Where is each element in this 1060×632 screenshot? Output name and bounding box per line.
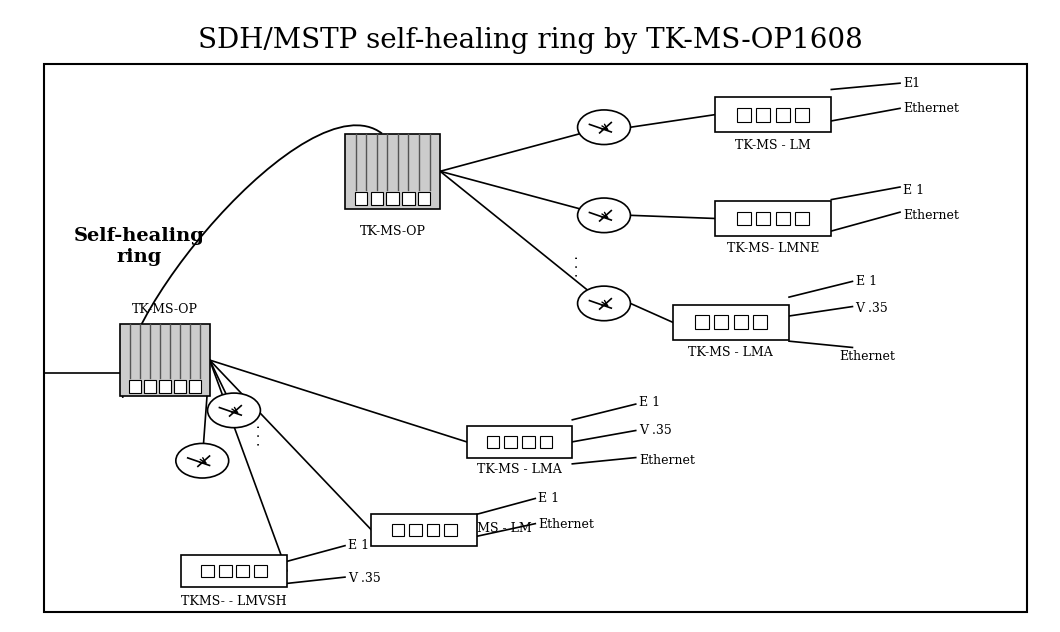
Bar	[409, 524, 422, 536]
Text: TK-MS - LMA: TK-MS - LMA	[477, 463, 562, 477]
Bar	[190, 380, 201, 392]
Bar	[714, 315, 728, 329]
Text: TK-MS-OP: TK-MS-OP	[359, 225, 425, 238]
Bar	[444, 524, 457, 536]
Bar	[402, 191, 414, 205]
Bar	[391, 524, 404, 536]
Bar	[387, 191, 399, 205]
Bar	[129, 380, 141, 392]
Text: E1: E1	[903, 76, 920, 90]
Bar	[487, 435, 499, 448]
Bar	[737, 212, 752, 226]
Bar	[694, 315, 709, 329]
Bar	[121, 324, 210, 396]
Ellipse shape	[176, 444, 229, 478]
Text: Self-healing
ring: Self-healing ring	[73, 228, 205, 266]
Bar	[181, 555, 287, 586]
Bar	[776, 107, 790, 121]
Text: Ethernet: Ethernet	[903, 209, 959, 222]
FancyBboxPatch shape	[43, 64, 1027, 612]
Bar	[505, 435, 517, 448]
Ellipse shape	[578, 110, 631, 145]
Bar	[795, 212, 809, 226]
Text: TKMS- - LMVSH: TKMS- - LMVSH	[181, 595, 287, 608]
Bar	[371, 514, 477, 545]
Text: Ethernet: Ethernet	[538, 518, 595, 532]
Text: V .35: V .35	[639, 424, 672, 437]
Bar	[254, 564, 267, 577]
Bar	[757, 107, 771, 121]
Bar	[734, 315, 747, 329]
Bar	[716, 97, 831, 132]
Bar	[355, 191, 367, 205]
Text: TK-MS - LMA: TK-MS - LMA	[689, 346, 773, 359]
Bar	[753, 315, 767, 329]
Bar	[201, 564, 214, 577]
Bar	[540, 435, 552, 448]
Text: E 1: E 1	[348, 539, 369, 552]
Text: TK-MS- LMNE: TK-MS- LMNE	[727, 243, 819, 255]
Bar	[673, 305, 789, 339]
Text: E 1: E 1	[903, 184, 924, 197]
Bar	[795, 107, 809, 121]
Ellipse shape	[578, 286, 631, 320]
Ellipse shape	[578, 198, 631, 233]
Text: E 1: E 1	[855, 275, 877, 288]
Text: Ethernet: Ethernet	[639, 454, 694, 467]
Bar	[737, 107, 752, 121]
Bar	[757, 212, 771, 226]
Text: · · ·: · · ·	[570, 255, 584, 277]
Text: V .35: V .35	[855, 302, 888, 315]
Text: E 1: E 1	[639, 396, 660, 410]
Bar	[522, 435, 534, 448]
Bar	[776, 212, 790, 226]
Bar	[159, 380, 171, 392]
Text: TK-MS - LM: TK-MS - LM	[736, 138, 811, 152]
Bar	[427, 524, 440, 536]
Text: · · ·: · · ·	[253, 425, 267, 446]
Text: E 1: E 1	[538, 492, 560, 505]
Text: Ethernet: Ethernet	[840, 350, 896, 363]
Bar	[218, 564, 231, 577]
Bar	[144, 380, 156, 392]
Text: V .35: V .35	[348, 572, 381, 585]
Bar	[418, 191, 430, 205]
Text: TK-MS - LM: TK-MS - LM	[456, 522, 532, 535]
Bar	[236, 564, 249, 577]
Text: Ethernet: Ethernet	[903, 102, 959, 115]
Bar	[344, 133, 440, 209]
Ellipse shape	[208, 393, 261, 428]
Bar	[466, 426, 572, 458]
Bar	[716, 201, 831, 236]
Bar	[371, 191, 383, 205]
Text: TK-MS-OP: TK-MS-OP	[132, 303, 198, 316]
Text: SDH/MSTP self-healing ring by TK-MS-OP1608: SDH/MSTP self-healing ring by TK-MS-OP16…	[197, 27, 863, 54]
Bar	[175, 380, 187, 392]
